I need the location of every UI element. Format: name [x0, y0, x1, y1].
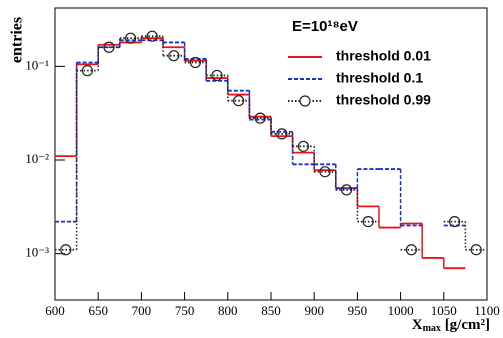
- x-tick-label: 600: [45, 303, 65, 318]
- marker: [449, 215, 461, 228]
- marker: [81, 65, 94, 77]
- marker: [254, 112, 266, 124]
- x-tick-label: 850: [261, 303, 281, 318]
- marker: [470, 244, 482, 256]
- y-tick-label: 10⁻²: [25, 151, 49, 166]
- legend-label: threshold 0.99: [336, 92, 431, 108]
- marker: [319, 166, 331, 178]
- y-tick-label: 10⁻¹: [25, 57, 49, 72]
- x-label-rest: [g/cm²]: [441, 317, 490, 333]
- x-tick-label: 1100: [474, 303, 500, 318]
- marker: [233, 95, 245, 107]
- legend-label: threshold 0.01: [336, 48, 431, 64]
- marker: [146, 30, 158, 42]
- marker: [341, 184, 353, 196]
- y-tick-label: 10⁻³: [25, 245, 49, 260]
- x-tick-label: 700: [132, 303, 152, 318]
- x-tick-label: 950: [348, 303, 368, 318]
- marker: [276, 128, 288, 140]
- marker: [362, 215, 374, 228]
- y-axis-label: entries: [9, 17, 26, 63]
- x-tick-label: 800: [218, 303, 238, 318]
- x-label-sub: max: [423, 323, 441, 334]
- legend-title: E=10¹⁸eV: [292, 18, 358, 35]
- x-axis-label: Xmax [g/cm²]: [412, 317, 490, 334]
- marker: [168, 50, 180, 62]
- marker: [189, 56, 201, 69]
- x-tick-label: 900: [304, 303, 324, 318]
- x-tick-label: 650: [88, 303, 108, 318]
- marker: [125, 32, 137, 44]
- x-tick-label: 750: [175, 303, 195, 318]
- x-tick-label: 1000: [388, 303, 414, 318]
- legend-label: threshold 0.1: [336, 70, 423, 86]
- marker: [103, 41, 115, 53]
- legend-marker: [299, 95, 311, 107]
- x-tick-label: 1050: [431, 303, 457, 318]
- marker: [60, 244, 72, 256]
- marker: [297, 140, 309, 152]
- marker: [211, 69, 223, 82]
- x-label-main: X: [412, 317, 423, 333]
- marker: [405, 244, 417, 256]
